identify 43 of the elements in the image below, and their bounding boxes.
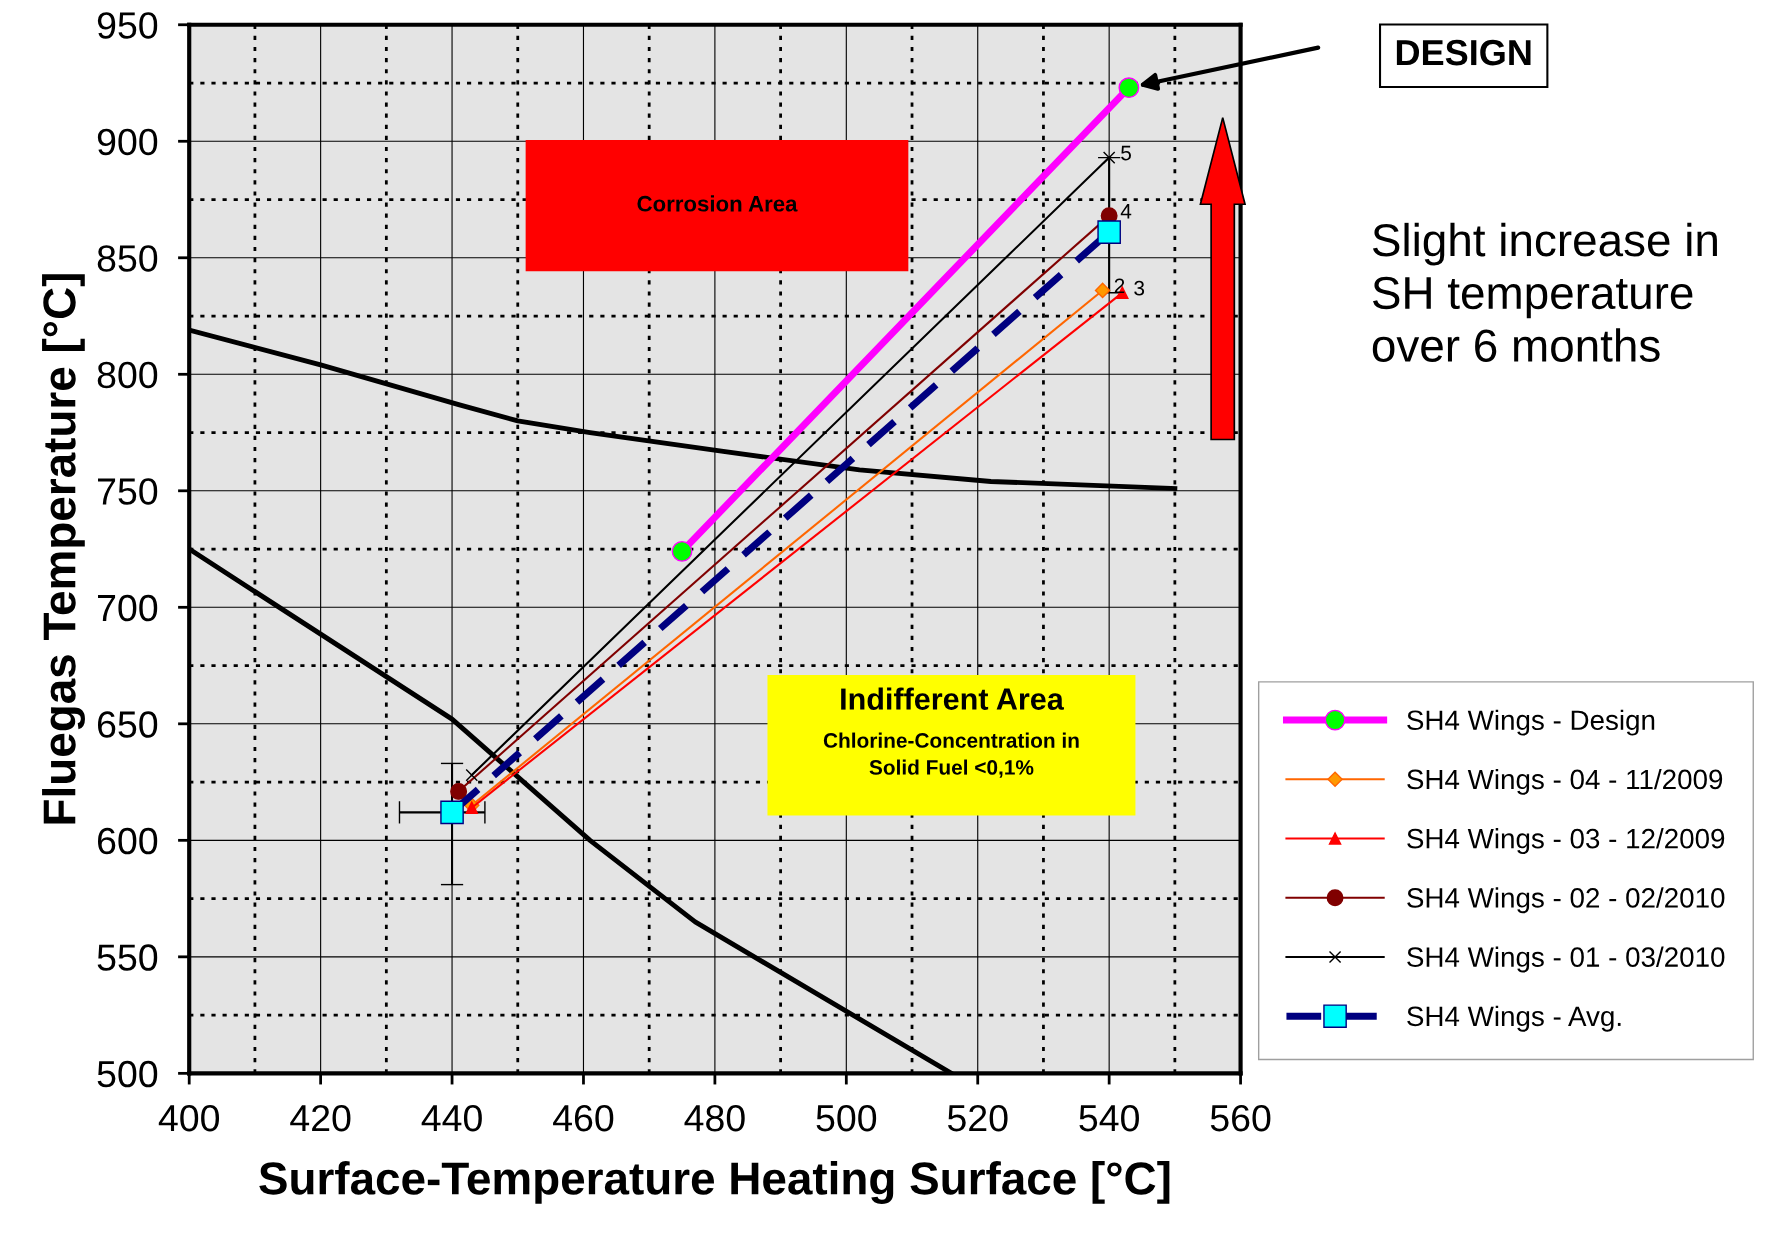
y-tick-label: 950 xyxy=(97,12,158,39)
point xyxy=(450,782,468,800)
annotation: 5 xyxy=(1121,145,1131,161)
y-tick-label: 600 xyxy=(98,827,158,855)
y-tick-label: 650 xyxy=(98,711,158,738)
point xyxy=(465,801,479,814)
x-axis-title: Surface-Temperature Heating Surface [°C] xyxy=(259,1161,1170,1205)
x-tick-label: 520 xyxy=(947,1104,1008,1132)
y-tick-label: 700 xyxy=(98,594,158,622)
x-tick-label: 500 xyxy=(816,1104,877,1132)
legend-label: SH4 Wings - 02 - 02/2010 xyxy=(1407,887,1725,914)
point xyxy=(1118,77,1140,99)
y-tick-label: 750 xyxy=(98,478,158,505)
x-tick-label: 480 xyxy=(684,1104,745,1132)
point xyxy=(1102,151,1116,164)
legend-label: SH4 Wings - 04 - 11/2009 xyxy=(1407,768,1723,795)
text: Slight increase in SH temperature over 6 months xyxy=(1372,222,1717,362)
annotation: 4 xyxy=(1120,204,1132,219)
point xyxy=(440,800,464,825)
point xyxy=(671,540,693,562)
x-tick-label: 560 xyxy=(1210,1104,1271,1132)
x-tick-label: 420 xyxy=(290,1104,351,1132)
y-tick-label: 800 xyxy=(97,361,158,389)
legend-label: SH4 Wings - 03 - 12/2009 xyxy=(1407,828,1725,854)
point xyxy=(1094,282,1111,299)
point xyxy=(465,768,479,782)
y-tick-label: 850 xyxy=(97,245,158,272)
y-tick-label: 550 xyxy=(97,944,158,971)
x-tick-label: 460 xyxy=(553,1104,614,1132)
x-tick-label: 440 xyxy=(421,1104,482,1132)
legend-label: SH4 Wings - 01 - 03/2010 xyxy=(1407,946,1725,973)
annotation: Corrosion Area xyxy=(637,195,798,212)
y-axis-title: Fluegas Temperature [°C] xyxy=(42,274,85,824)
point xyxy=(1097,220,1121,244)
annotation: Indifferent Area Chlorine-Concentration in Solid Fuel <0,1% xyxy=(823,687,1079,778)
text: DESIGN xyxy=(1396,39,1531,66)
legend-label: SH4 Wings - Design xyxy=(1407,709,1655,736)
x-tick-label: 540 xyxy=(1079,1104,1139,1132)
y-tick-label: 900 xyxy=(97,128,158,156)
y-tick-label: 500 xyxy=(97,1060,158,1088)
x-tick-label: 400 xyxy=(158,1104,220,1132)
legend-label: SH4 Wings - Avg. xyxy=(1407,1005,1621,1032)
annotation: 3 xyxy=(1134,280,1145,296)
